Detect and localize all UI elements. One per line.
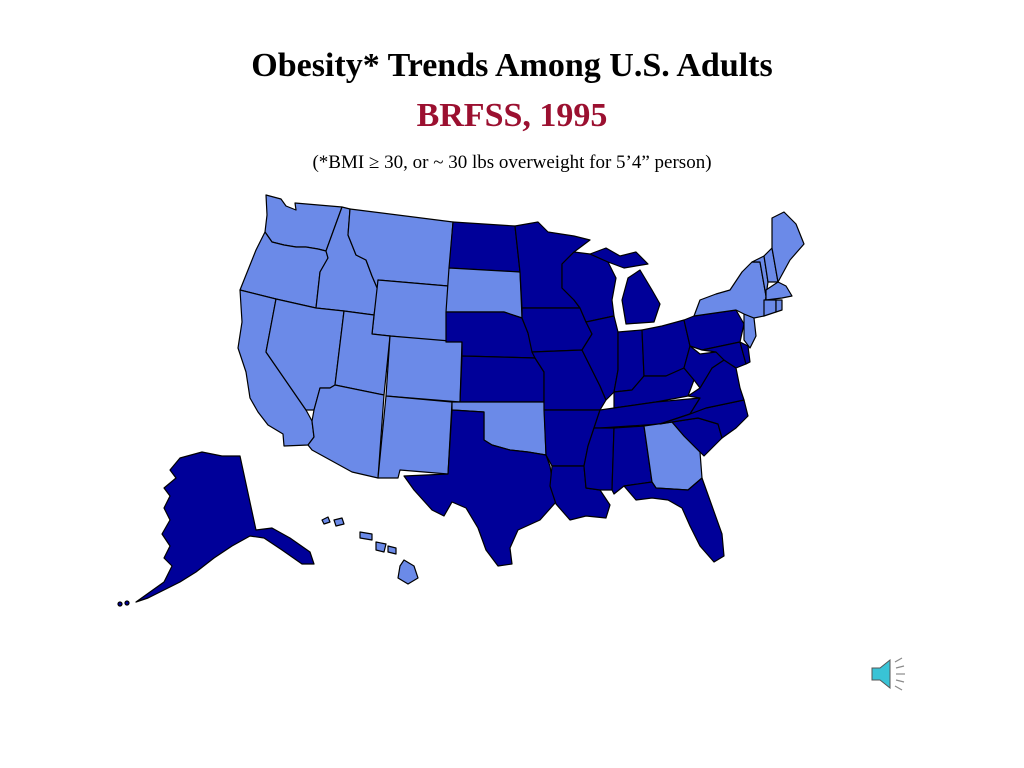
state-massachusetts: [765, 281, 793, 301]
alaska-aleutian-island: [124, 600, 130, 606]
state-maine: [771, 211, 805, 283]
hawaii-island-maui: [375, 541, 387, 553]
state-florida: [623, 477, 725, 563]
state-new-jersey: [743, 313, 757, 349]
state-alaska: [135, 451, 315, 603]
bmi-footnote: (*BMI ≥ 30, or ~ 30 lbs overweight for 5…: [312, 152, 712, 173]
state-texas: [403, 409, 557, 567]
hawaii-island-molokai: [359, 531, 373, 541]
state-ohio: [641, 319, 691, 377]
hawaii-island-kauai: [321, 516, 331, 525]
state-michigan: [589, 247, 661, 325]
hawaii-island-big-island: [397, 559, 419, 585]
state-wisconsin: [561, 251, 617, 323]
state-illinois: [581, 315, 619, 401]
hawaii-island-oahu: [333, 517, 345, 527]
slide-title: Obesity* Trends Among U.S. Adults: [251, 47, 773, 84]
state-new-mexico: [377, 395, 453, 479]
slide-subtitle: BRFSS, 1995: [416, 97, 608, 134]
state-new-york: [693, 261, 767, 319]
hawaii-island-lanai: [387, 545, 397, 555]
state-rhode-island: [775, 299, 783, 313]
state-colorado: [385, 335, 463, 403]
state-iowa: [521, 307, 593, 353]
state-south-dakota: [445, 267, 523, 319]
state-connecticut: [763, 299, 777, 317]
state-delaware: [739, 341, 751, 365]
state-north-dakota: [448, 221, 521, 273]
speaker-icon[interactable]: [868, 656, 908, 692]
state-arizona: [307, 384, 385, 479]
alaska-aleutian-island: [117, 601, 123, 607]
state-wyoming: [371, 279, 449, 343]
state-kansas: [459, 355, 545, 403]
